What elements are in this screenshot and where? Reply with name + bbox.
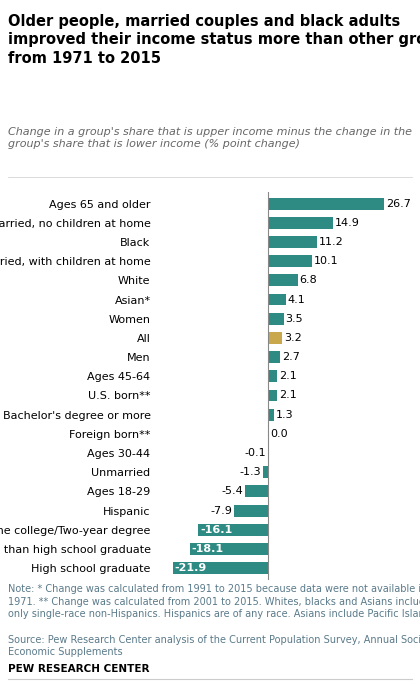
Text: 4.1: 4.1 bbox=[288, 294, 306, 305]
Bar bbox=[268, 217, 333, 228]
Text: -5.4: -5.4 bbox=[221, 486, 243, 497]
Bar bbox=[268, 332, 282, 344]
Bar bbox=[268, 198, 384, 209]
Bar bbox=[268, 236, 317, 248]
Bar bbox=[268, 370, 278, 382]
Bar bbox=[173, 563, 268, 574]
Bar bbox=[268, 409, 274, 421]
Bar bbox=[234, 505, 268, 517]
Bar bbox=[198, 524, 268, 536]
Text: 0.0: 0.0 bbox=[270, 429, 288, 439]
Bar bbox=[268, 294, 286, 305]
Text: 3.2: 3.2 bbox=[284, 333, 302, 343]
Text: 6.8: 6.8 bbox=[299, 275, 318, 285]
Text: 10.1: 10.1 bbox=[314, 256, 339, 266]
Text: Change in a group's share that is upper income minus the change in the
group's s: Change in a group's share that is upper … bbox=[8, 127, 412, 150]
Text: -1.3: -1.3 bbox=[239, 467, 261, 477]
Text: 3.5: 3.5 bbox=[285, 314, 303, 324]
Text: Note: * Change was calculated from 1991 to 2015 because data were not available : Note: * Change was calculated from 1991 … bbox=[8, 584, 420, 619]
Text: PEW RESEARCH CENTER: PEW RESEARCH CENTER bbox=[8, 663, 150, 674]
Bar bbox=[268, 351, 280, 363]
Text: 26.7: 26.7 bbox=[386, 198, 411, 209]
Bar bbox=[268, 313, 284, 324]
Text: -18.1: -18.1 bbox=[192, 544, 223, 554]
Text: -7.9: -7.9 bbox=[210, 506, 232, 516]
Text: -21.9: -21.9 bbox=[175, 563, 207, 573]
Bar bbox=[189, 543, 268, 555]
Text: 2.1: 2.1 bbox=[279, 390, 297, 401]
Bar bbox=[268, 274, 298, 286]
Bar bbox=[268, 390, 278, 401]
Text: 2.1: 2.1 bbox=[279, 371, 297, 381]
Bar bbox=[268, 255, 312, 267]
Text: 2.7: 2.7 bbox=[282, 352, 300, 362]
Text: Source: Pew Research Center analysis of the Current Population Survey, Annual So: Source: Pew Research Center analysis of … bbox=[8, 635, 420, 657]
Text: 1.3: 1.3 bbox=[276, 410, 293, 420]
Text: 11.2: 11.2 bbox=[319, 237, 344, 247]
Bar bbox=[245, 486, 268, 497]
Text: 14.9: 14.9 bbox=[335, 217, 360, 228]
Text: -0.1: -0.1 bbox=[244, 448, 266, 458]
Text: -16.1: -16.1 bbox=[200, 525, 232, 535]
Text: Older people, married couples and black adults
improved their income status more: Older people, married couples and black … bbox=[8, 14, 420, 66]
Bar bbox=[262, 466, 268, 478]
